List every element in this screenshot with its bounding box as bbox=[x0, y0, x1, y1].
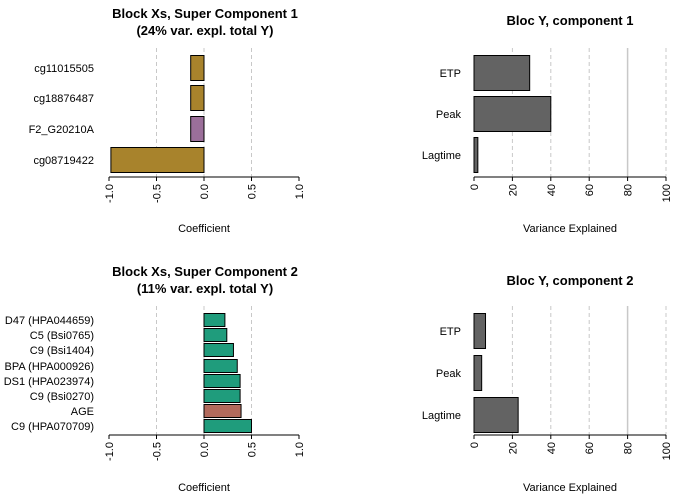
chart-subtitle: (11% var. expl. total Y) bbox=[137, 281, 273, 296]
bar bbox=[203, 359, 238, 373]
category-label: F2_G20210A bbox=[29, 124, 95, 136]
chart-title: Block Xs, Super Component 1 bbox=[112, 6, 298, 21]
bar bbox=[203, 404, 242, 418]
x-tick-label: 60 bbox=[584, 184, 596, 196]
category-label: Peak bbox=[436, 109, 462, 121]
x-tick-label: 0.0 bbox=[199, 184, 211, 199]
x-tick-label: 0.5 bbox=[247, 442, 259, 457]
chart-title: Bloc Y, component 2 bbox=[507, 273, 634, 288]
bar bbox=[473, 55, 531, 91]
x-tick-label: 40 bbox=[546, 184, 558, 196]
category-label: ETP bbox=[440, 326, 461, 338]
x-tick-label: 0.0 bbox=[199, 442, 211, 457]
category-label: ETP bbox=[440, 68, 461, 80]
category-label: cg11015505 bbox=[34, 63, 94, 75]
x-tick-label: -0.5 bbox=[152, 442, 164, 461]
bar bbox=[473, 137, 479, 173]
category-label: cg08719422 bbox=[33, 155, 94, 167]
category-label: Lagtime bbox=[422, 150, 461, 162]
bar bbox=[203, 313, 226, 327]
category-label: Peak bbox=[436, 368, 462, 380]
bar bbox=[473, 397, 519, 433]
x-tick-label: 0 bbox=[469, 184, 481, 190]
x-tick-label: 20 bbox=[507, 184, 519, 196]
x-tick-label: 1.0 bbox=[294, 442, 306, 457]
category-label: BPA (HPA000926) bbox=[5, 361, 94, 373]
bar bbox=[203, 374, 241, 388]
bar bbox=[203, 389, 241, 403]
x-tick-label: -1.0 bbox=[104, 184, 116, 203]
category-label: D47 (HPA044659) bbox=[5, 315, 94, 327]
category-label: AGE bbox=[71, 406, 94, 418]
x-tick-label: 40 bbox=[546, 442, 558, 454]
category-label: C9 (HPA070709) bbox=[11, 421, 94, 433]
category-label: C9 (Bsi0270) bbox=[30, 391, 94, 403]
bar bbox=[190, 55, 205, 81]
bar bbox=[190, 116, 205, 142]
category-label: Lagtime bbox=[422, 410, 461, 422]
x-tick-label: 0 bbox=[469, 442, 481, 448]
bar bbox=[190, 85, 205, 111]
bar bbox=[203, 328, 228, 342]
chart-title: Block Xs, Super Component 2 bbox=[112, 264, 298, 279]
category-label: cg18876487 bbox=[33, 93, 94, 105]
bar bbox=[473, 355, 483, 391]
bar bbox=[473, 96, 552, 132]
bar bbox=[473, 313, 487, 349]
chart-subtitle: (24% var. expl. total Y) bbox=[136, 23, 273, 38]
x-tick-label: 60 bbox=[584, 442, 596, 454]
x-axis-label: Variance Explained bbox=[523, 482, 617, 494]
category-label: C5 (Bsi0765) bbox=[30, 330, 94, 342]
x-tick-label: 100 bbox=[661, 184, 673, 202]
x-tick-label: 100 bbox=[661, 442, 673, 460]
x-axis-label: Variance Explained bbox=[523, 223, 617, 235]
x-tick-label: 1.0 bbox=[294, 184, 306, 199]
bar bbox=[110, 147, 205, 173]
x-tick-label: 80 bbox=[623, 442, 635, 454]
x-tick-label: -0.5 bbox=[152, 184, 164, 203]
x-axis-label: Coefficient bbox=[178, 223, 230, 235]
x-tick-label: -1.0 bbox=[104, 442, 116, 461]
chart-title: Bloc Y, component 1 bbox=[507, 13, 634, 28]
x-tick-label: 0.5 bbox=[247, 184, 259, 199]
category-label: DS1 (HPA023974) bbox=[4, 376, 94, 388]
bar bbox=[203, 343, 234, 357]
x-tick-label: 80 bbox=[623, 184, 635, 196]
x-axis-label: Coefficient bbox=[178, 482, 230, 494]
x-tick-label: 20 bbox=[507, 442, 519, 454]
bar bbox=[203, 419, 252, 433]
category-label: C9 (Bsi1404) bbox=[30, 345, 94, 357]
